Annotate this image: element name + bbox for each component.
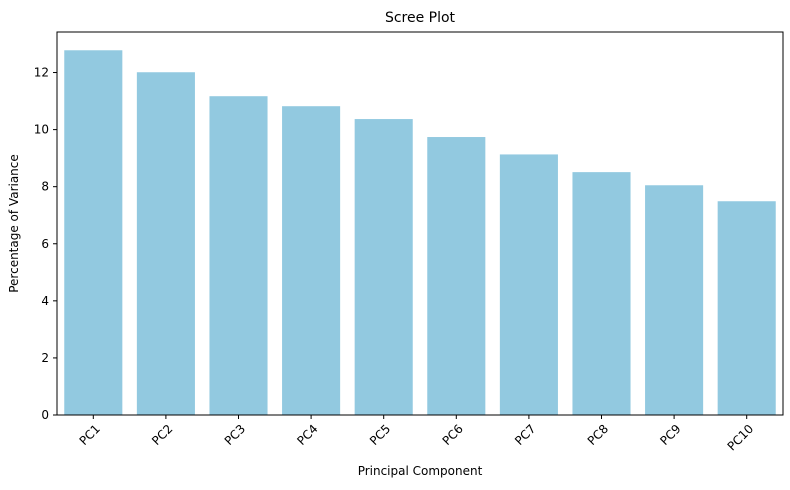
y-axis: 0 2 4 6 8 10 12 — [34, 66, 57, 422]
y-axis-title: Percentage of Variance — [7, 154, 21, 293]
bar-pc6 — [427, 137, 486, 415]
x-tick-label-pc2: PC2 — [149, 422, 175, 448]
axes-frame — [56, 31, 784, 416]
x-tick-label-pc8: PC8 — [585, 422, 611, 448]
bar-pc7 — [499, 154, 558, 415]
y-tick-label: 2 — [41, 351, 49, 365]
y-tick-label: 10 — [34, 123, 49, 137]
x-tick-label-pc6: PC6 — [440, 422, 466, 448]
bar-pc2 — [136, 72, 195, 416]
y-tick-label: 0 — [41, 408, 49, 422]
y-tick-label: 8 — [41, 180, 49, 194]
bars-group — [64, 50, 776, 416]
bar-pc1 — [64, 50, 123, 416]
x-axis: PC1 PC2 PC3 PC4 PC5 PC6 PC7 PC8 PC9 PC10 — [77, 415, 757, 454]
y-tick-label: 4 — [41, 294, 49, 308]
bar-pc5 — [354, 119, 413, 416]
y-tick-label: 6 — [41, 237, 49, 251]
y-tick-label: 12 — [34, 66, 49, 80]
bar-pc4 — [282, 106, 341, 415]
bar-pc3 — [209, 96, 268, 416]
bar-pc8 — [572, 172, 631, 415]
x-tick-label-pc4: PC4 — [294, 422, 320, 448]
bar-pc10 — [717, 201, 776, 415]
chart-title: Scree Plot — [385, 10, 456, 26]
x-tick-label-pc9: PC9 — [657, 422, 683, 448]
x-tick-label-pc10: PC10 — [725, 422, 757, 454]
x-tick-label-pc1: PC1 — [77, 422, 103, 448]
x-tick-label-pc5: PC5 — [367, 422, 393, 448]
x-tick-label-pc7: PC7 — [512, 422, 538, 448]
x-tick-label-pc3: PC3 — [222, 422, 248, 448]
bar-pc9 — [645, 185, 704, 415]
x-axis-title: Principal Component — [358, 464, 483, 478]
